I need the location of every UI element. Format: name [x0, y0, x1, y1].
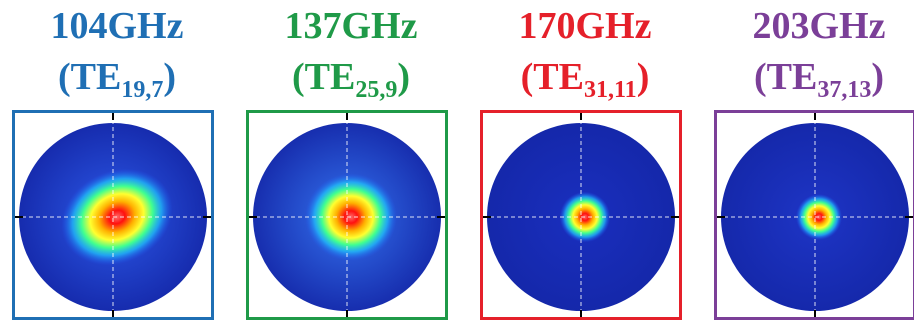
mode-subscript: 31,11 — [584, 77, 637, 103]
beam-pattern-image — [249, 113, 445, 317]
mode-label: (TE37,13) — [753, 56, 884, 103]
beam-pattern-image — [483, 113, 679, 317]
beam-pattern-frame — [246, 110, 448, 320]
panel-203ghz: 203GHz (TE37,13) — [704, 0, 914, 323]
beam-pattern-frame — [480, 110, 682, 320]
mode-main: TE — [533, 56, 584, 98]
panel-137ghz: 137GHz (TE25,9) — [236, 0, 466, 323]
frequency-label: 104GHz — [50, 5, 184, 47]
frequency-label: 137GHz — [284, 5, 418, 47]
panel-104ghz: 104GHz (TE19,7) — [2, 0, 232, 323]
mode-subscript: 25,9 — [355, 77, 398, 103]
panel-170ghz: 170GHz (TE31,11) — [470, 0, 700, 323]
beam-pattern-image — [717, 113, 913, 317]
beam-pattern-frame — [12, 110, 214, 320]
mode-subscript: 19,7 — [121, 77, 164, 103]
beam-pattern-image — [15, 113, 211, 317]
beam-pattern-frame — [714, 110, 914, 320]
mode-subscript: 37,13 — [817, 77, 872, 103]
frequency-label: 203GHz — [752, 5, 886, 47]
mode-main: TE — [304, 56, 356, 98]
mode-label: (TE19,7) — [57, 56, 176, 103]
mode-main: TE — [766, 56, 818, 98]
mode-label: (TE25,9) — [291, 56, 410, 103]
mode-main: TE — [70, 56, 122, 98]
mode-label: (TE31,11) — [520, 56, 650, 103]
frequency-label: 170GHz — [518, 5, 652, 47]
